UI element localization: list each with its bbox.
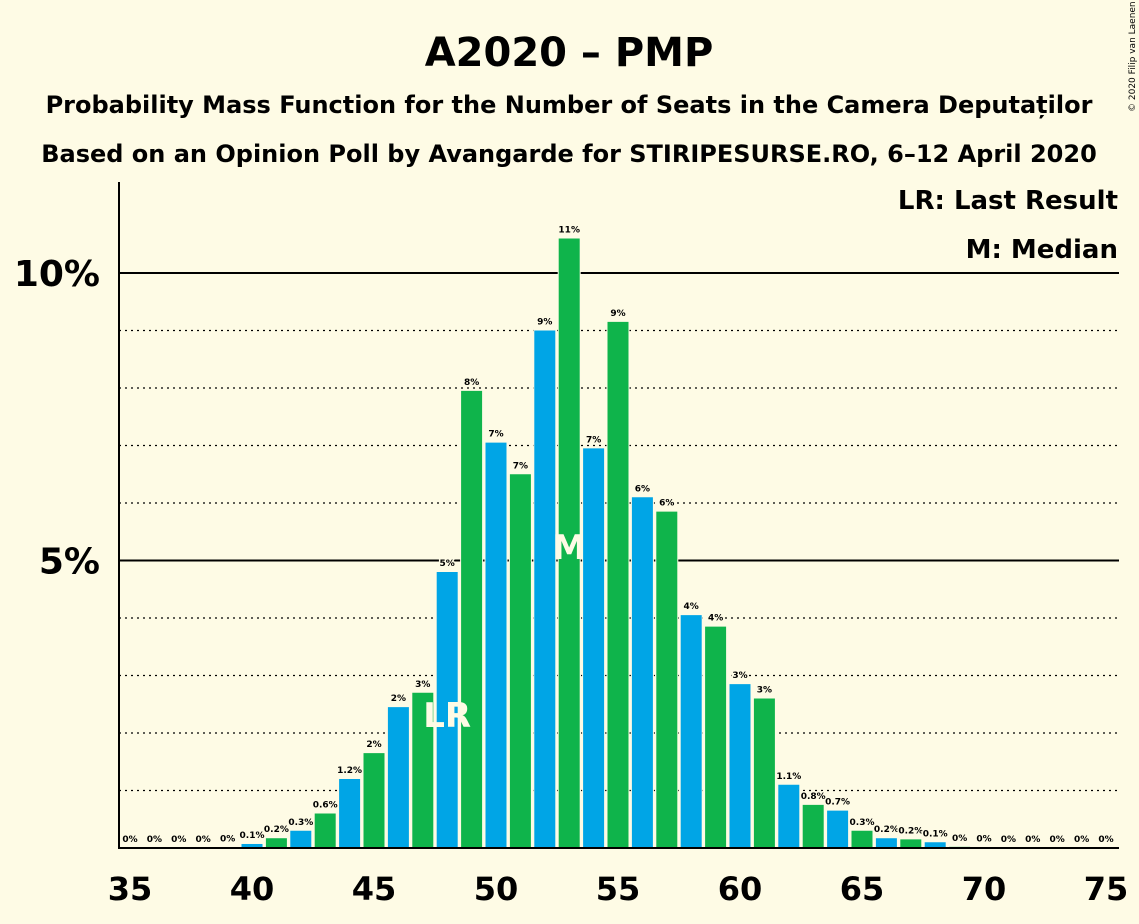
bar: [680, 615, 702, 848]
bar: [339, 779, 361, 848]
bar: [265, 838, 287, 848]
data-label: 0.3%: [288, 818, 313, 828]
bar: [607, 321, 629, 848]
bar: [461, 390, 483, 848]
bar: [290, 830, 312, 848]
data-label: 7%: [513, 461, 528, 471]
x-tick-label: 60: [718, 870, 763, 908]
data-label: 0%: [952, 834, 967, 844]
bars: [119, 237, 1119, 849]
y-tick-labels: 5% 10%: [14, 254, 100, 583]
data-label: 1.2%: [337, 766, 362, 776]
x-tick-label: 75: [1084, 870, 1129, 908]
bar: [436, 572, 458, 848]
data-label: 3%: [415, 680, 430, 690]
y-tick-label: 10%: [14, 254, 100, 295]
data-label: 0%: [1001, 835, 1016, 845]
bar: [363, 753, 385, 848]
data-label: 9%: [610, 309, 625, 319]
data-label: 0%: [122, 835, 137, 845]
data-label: 3%: [732, 671, 747, 681]
bar: [631, 497, 653, 848]
data-label: 0.2%: [874, 825, 899, 835]
data-label: 0.2%: [264, 825, 289, 835]
bar: [875, 838, 897, 848]
data-label: 0%: [1050, 835, 1065, 845]
bar: [778, 784, 800, 848]
data-label: 9%: [537, 318, 552, 328]
x-tick-label: 35: [108, 870, 153, 908]
bar: [802, 804, 824, 848]
data-label: 0.6%: [313, 801, 338, 811]
bar: [851, 830, 873, 848]
data-label: 0.2%: [898, 826, 923, 836]
x-tick-label: 45: [352, 870, 397, 908]
data-label: 0%: [1098, 835, 1113, 845]
data-label: 3%: [757, 686, 772, 696]
data-label: 0%: [976, 834, 991, 844]
bar: [558, 238, 580, 848]
bar: [583, 448, 605, 848]
x-tick-label: 55: [596, 870, 641, 908]
bar: [387, 707, 409, 848]
markers: LR M: [423, 528, 586, 736]
data-label: 0%: [1074, 835, 1089, 845]
data-label: 6%: [635, 484, 650, 494]
data-label: 6%: [659, 499, 674, 509]
x-tick-label: 70: [962, 870, 1007, 908]
data-label: 7%: [586, 435, 601, 445]
data-label: 0.7%: [825, 798, 850, 808]
data-label: 0%: [220, 834, 235, 844]
data-label: 0.8%: [801, 792, 826, 802]
x-tick-label: 50: [474, 870, 519, 908]
last-result-marker: LR: [423, 696, 471, 736]
data-label: 0%: [171, 835, 186, 845]
chart-title: A2020 – PMP: [425, 30, 714, 76]
bar: [705, 626, 727, 848]
bar: [485, 442, 507, 848]
bar: [656, 511, 678, 848]
data-label: 0.3%: [850, 818, 875, 828]
data-labels: 0% 0% 0% 0% 0% 0.1%0.2%0.3%0.6%1.2%2%2%3%5%8%…: [121, 224, 1115, 847]
data-label: 5%: [440, 559, 455, 569]
data-label: 7%: [488, 430, 503, 440]
bar: [534, 330, 556, 848]
bar: [900, 839, 922, 848]
data-label: 0.1%: [240, 831, 265, 841]
bar: [314, 813, 336, 848]
bar: [827, 810, 849, 848]
data-label: 2%: [366, 740, 381, 750]
data-label: 0.1%: [923, 829, 948, 839]
x-tick-label: 65: [840, 870, 885, 908]
data-label: 8%: [464, 378, 479, 388]
data-label: 1.1%: [776, 772, 801, 782]
bar: [753, 698, 775, 848]
y-tick-label: 5%: [39, 542, 100, 583]
data-label: 11%: [558, 226, 580, 236]
legend-median: M: Median: [966, 235, 1118, 265]
chart-subtitle-source: Based on an Opinion Poll by Avangarde fo…: [41, 140, 1097, 168]
data-label: 4%: [708, 614, 723, 624]
data-label: 4%: [684, 602, 699, 612]
data-label: 0%: [147, 835, 162, 845]
bar: [924, 842, 946, 848]
legend-last-result: LR: Last Result: [898, 186, 1118, 216]
bar: [241, 843, 263, 848]
data-label: 0%: [1025, 835, 1040, 845]
x-tick-labels: 35 40 45 50 55 60 65 70 75: [108, 870, 1129, 908]
chart-subtitle: Probability Mass Function for the Number…: [46, 91, 1093, 119]
copyright-note: © 2020 Filip van Laenen: [1128, 1, 1138, 112]
bar: [412, 692, 434, 848]
x-tick-label: 40: [230, 870, 275, 908]
bar: [729, 684, 751, 848]
data-label: 2%: [391, 694, 406, 704]
bar: [509, 474, 531, 848]
median-marker: M: [552, 528, 586, 568]
data-label: 0%: [196, 835, 211, 845]
